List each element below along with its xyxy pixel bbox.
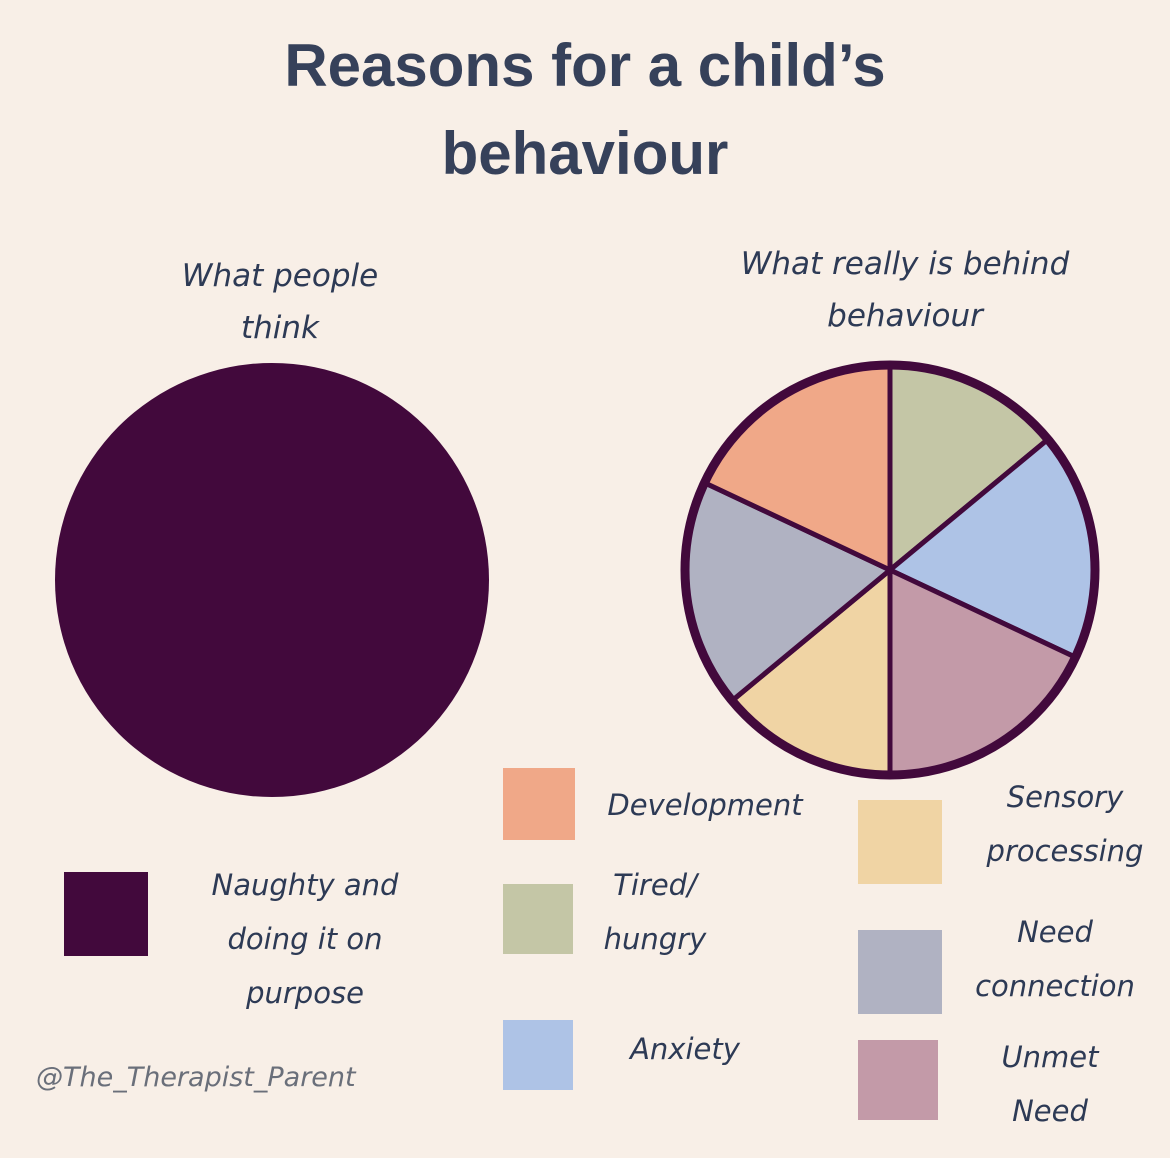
pie-slice — [55, 363, 489, 797]
legend-swatch — [503, 884, 573, 954]
legend-swatch — [503, 768, 575, 840]
legend-label: Development — [607, 788, 803, 822]
legend-label: Sensory processing — [986, 780, 1144, 868]
legend-swatch — [858, 800, 942, 884]
pie-border — [680, 360, 1100, 780]
pie-subtitle: What people think — [181, 258, 379, 346]
pie-subtitle: What really is behind behaviour — [740, 246, 1070, 334]
legend-label: Need connection — [975, 915, 1135, 1003]
legend-label: Naughty and doing it on purpose — [211, 868, 399, 1010]
legend-label: Unmet Need — [1001, 1040, 1099, 1128]
credit: @The_Therapist_Parent — [36, 1062, 356, 1093]
title: Reasons for a child’s behaviour — [284, 32, 886, 187]
legend-swatch — [858, 1040, 938, 1120]
legend-label: Anxiety — [630, 1032, 740, 1066]
legend-label: Tired/ hungry — [603, 868, 707, 956]
legend-swatch — [858, 930, 942, 1014]
legend-swatch — [503, 1020, 573, 1090]
legend-swatch — [64, 872, 148, 956]
